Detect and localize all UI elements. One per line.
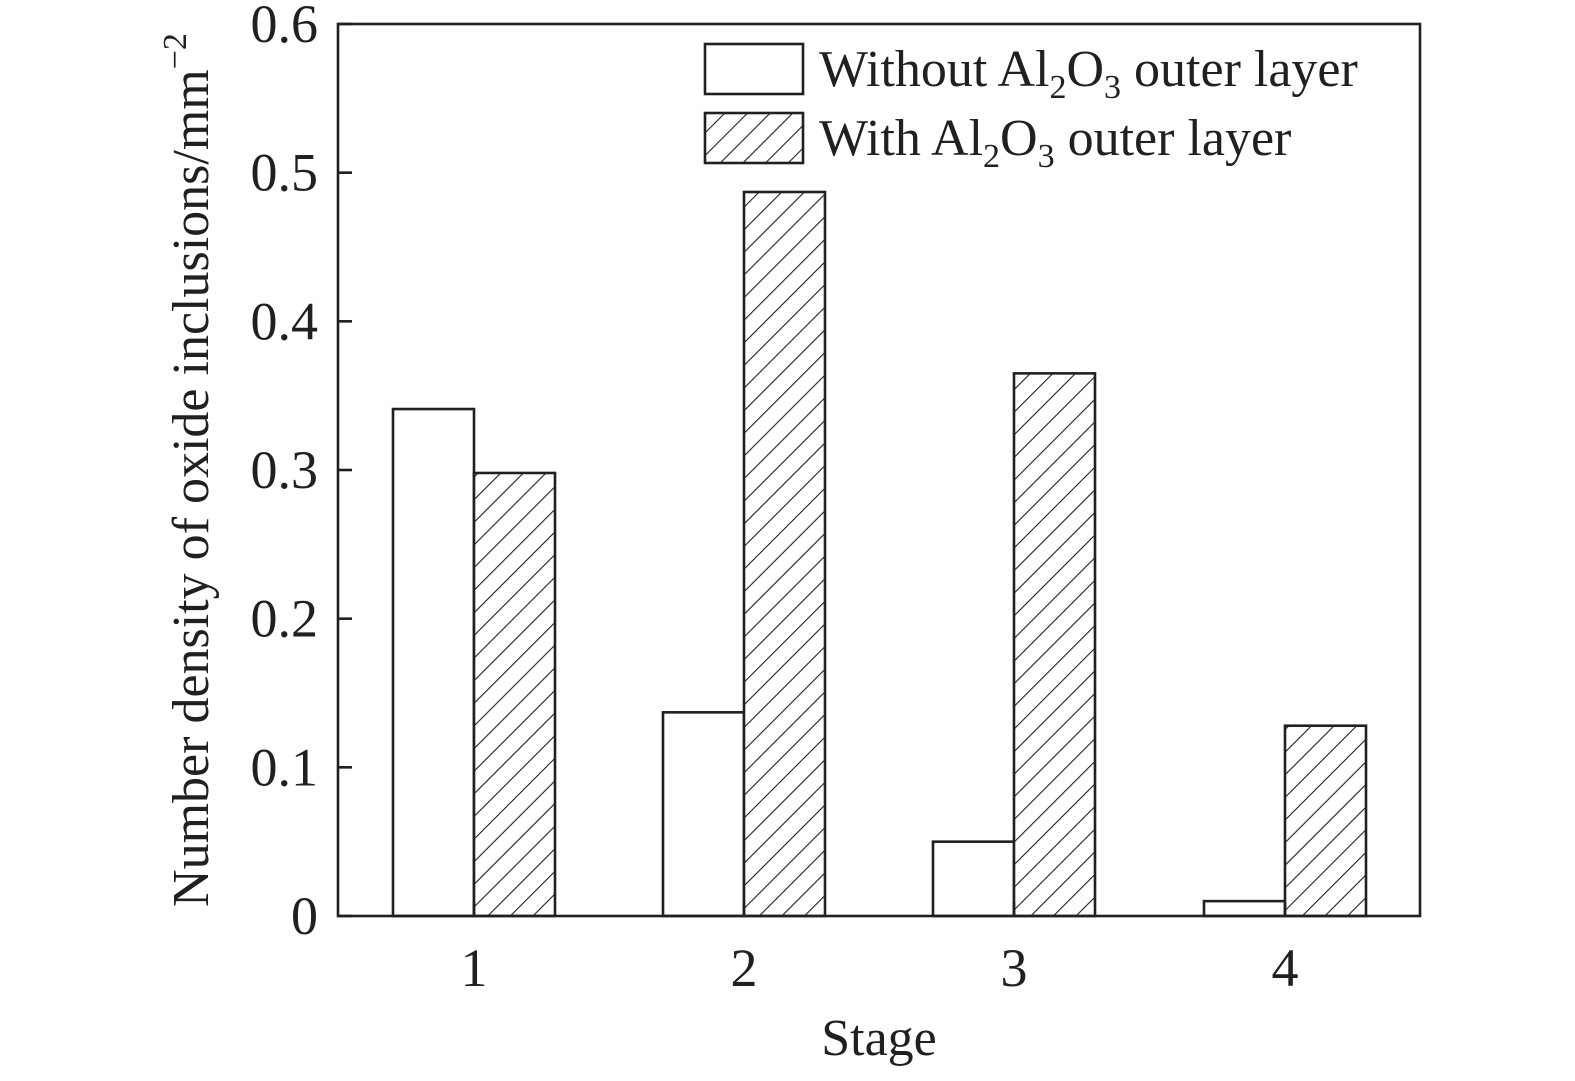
x-tick-label: 1 <box>461 938 488 998</box>
bar-series2-stage-4 <box>1283 724 1368 918</box>
y-tick-label: 0.5 <box>251 143 319 203</box>
y-tick-label: 0.1 <box>251 737 319 797</box>
bar-series1-stage-4 <box>1202 899 1287 918</box>
y-tick-label: 0.3 <box>251 440 319 500</box>
y-tick-label: 0.6 <box>251 0 319 54</box>
legend-swatch-series2 <box>703 111 805 165</box>
legend-swatch-series1 <box>703 42 805 96</box>
y-tick-label: 0.4 <box>251 291 319 351</box>
bar-series1-stage-1 <box>391 407 476 918</box>
x-tick-label: 3 <box>1001 938 1028 998</box>
x-tick-label: 2 <box>731 938 758 998</box>
x-axis-title: Stage <box>821 1010 937 1067</box>
y-tick-label: 0.2 <box>251 589 319 649</box>
y-tick-label: 0 <box>291 886 318 946</box>
legend-label-series1: Without Al2O3 outer layer <box>819 41 1358 106</box>
bar-series2-stage-3 <box>1012 372 1097 918</box>
bar-series1-stage-3 <box>931 840 1016 918</box>
bar-series2-stage-1 <box>472 471 557 918</box>
bar-series2-stage-2 <box>742 190 827 918</box>
x-tick-label: 4 <box>1272 938 1299 998</box>
bar-series1-stage-2 <box>661 711 746 918</box>
legend-label-series2: With Al2O3 outer layer <box>819 110 1291 175</box>
y-axis-title: Number density of oxide inclusions/mm−2 <box>157 33 220 907</box>
